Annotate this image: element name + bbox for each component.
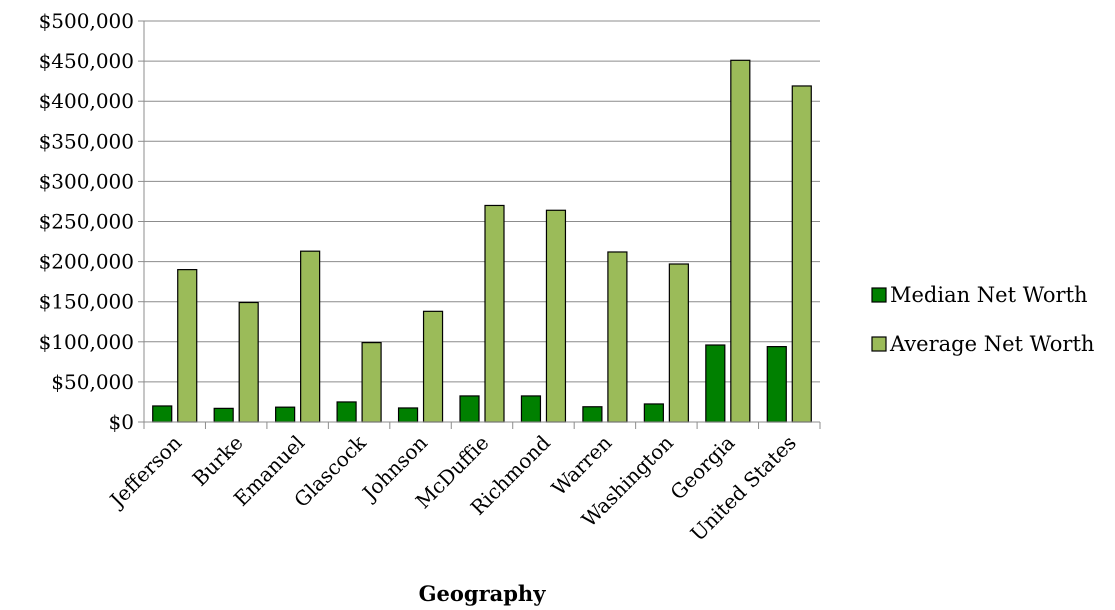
y-tick-label: $50,000 xyxy=(51,370,134,394)
bar-average-net-worth xyxy=(484,204,505,423)
bar-average-net-worth xyxy=(545,209,567,423)
y-tick-label: $400,000 xyxy=(39,89,134,113)
bar-median-net-worth xyxy=(336,401,357,423)
bar-average-net-worth xyxy=(607,251,628,423)
legend: Median Net Worth Average Net Worth xyxy=(871,283,1094,356)
y-tick-label: $200,000 xyxy=(39,250,134,274)
y-tick-label: $350,000 xyxy=(39,129,134,153)
y-tick-label: $0 xyxy=(109,410,134,434)
bar-average-net-worth xyxy=(361,342,382,423)
bar-average-net-worth xyxy=(177,269,198,423)
y-tick-label: $100,000 xyxy=(39,330,134,354)
bar-median-net-worth xyxy=(459,395,480,423)
y-tick-label: $500,000 xyxy=(39,9,134,33)
bar-average-net-worth xyxy=(300,250,321,423)
bar-median-net-worth xyxy=(520,395,542,423)
legend-swatch xyxy=(871,336,887,352)
bar-median-net-worth xyxy=(766,346,787,423)
bar-median-net-worth xyxy=(152,405,173,423)
bar-median-net-worth xyxy=(213,407,234,423)
bar-average-net-worth xyxy=(668,263,689,423)
bar-median-net-worth xyxy=(397,407,419,423)
bar-average-net-worth xyxy=(422,310,444,423)
bar-median-net-worth xyxy=(275,406,296,423)
x-tick-label: Burke xyxy=(188,431,248,491)
y-tick-label: $300,000 xyxy=(39,169,134,193)
bar-average-net-worth xyxy=(238,301,259,423)
y-axis-tick-labels: $0 $50,000 $100,000 $150,000 $200,000 $250,00… xyxy=(39,9,134,434)
legend-label: Average Net Worth xyxy=(889,332,1094,356)
y-tick-label: $450,000 xyxy=(39,49,134,73)
x-axis-title: Geography xyxy=(419,581,547,606)
bar-median-net-worth xyxy=(582,406,603,423)
bar-median-net-worth xyxy=(705,344,726,423)
bar-median-net-worth xyxy=(643,403,664,423)
legend-label: Median Net Worth xyxy=(890,283,1088,307)
bar-average-net-worth xyxy=(730,59,751,423)
legend-swatch xyxy=(871,287,887,303)
x-axis-tick-labels: Jefferson BurkeEmanuelGlascockJohnsonMcDu… xyxy=(104,430,801,546)
x-tick-label: United States xyxy=(686,431,801,546)
y-tick-label: $150,000 xyxy=(39,290,134,314)
x-tick-label: Jefferson xyxy=(104,430,187,513)
y-tick-label: $250,000 xyxy=(39,210,134,234)
axes xyxy=(143,21,821,429)
bars xyxy=(152,59,812,423)
bar-average-net-worth xyxy=(791,85,812,423)
